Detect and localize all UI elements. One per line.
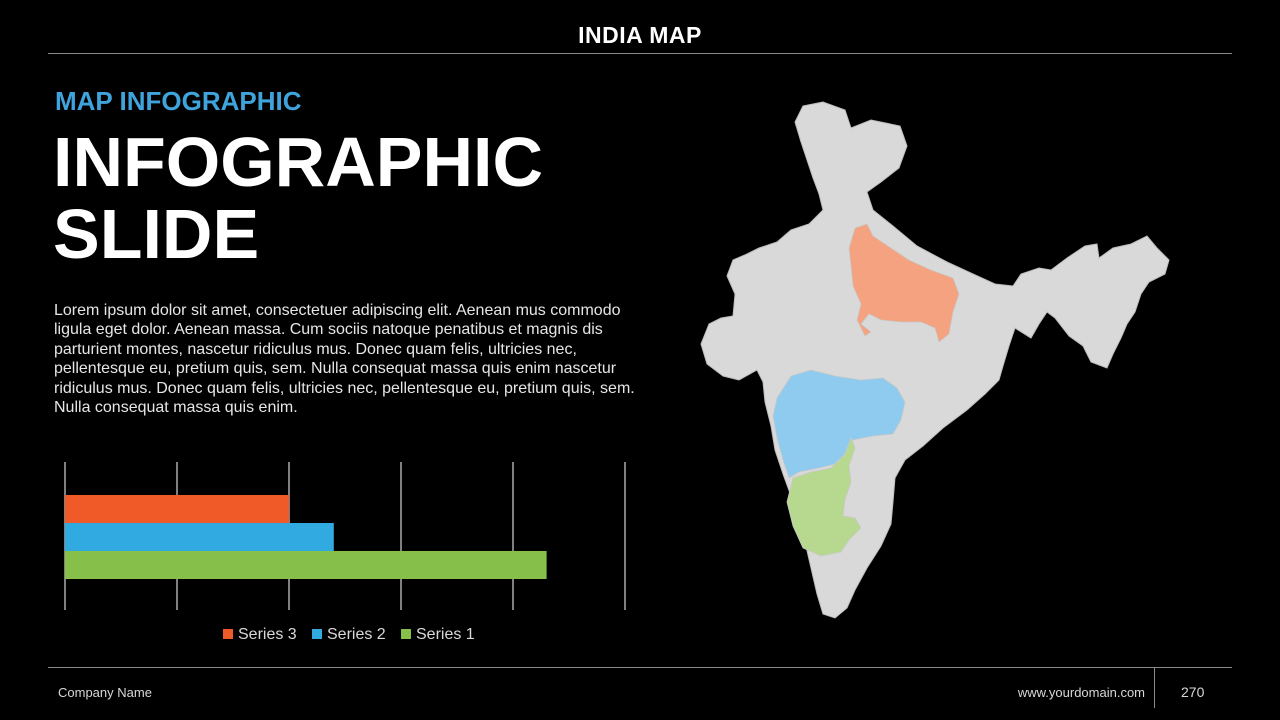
legend-swatch	[223, 629, 233, 639]
bar-series-2	[65, 523, 334, 551]
slide-title-line-2: SLIDE	[53, 195, 259, 273]
bar-chart: Series 3 Series 2 Series 1	[60, 460, 640, 660]
footer-vertical-divider	[1154, 668, 1155, 708]
footer-website: www.yourdomain.com	[1018, 685, 1145, 700]
slide-title-line-1: INFOGRAPHIC	[53, 123, 543, 201]
slide-title: INFOGRAPHIC SLIDE	[53, 126, 543, 270]
footer-divider-line	[48, 667, 1232, 668]
legend-label: Series 2	[327, 626, 386, 643]
header-divider	[48, 53, 1232, 54]
body-paragraph: Lorem ipsum dolor sit amet, consectetuer…	[54, 301, 644, 417]
legend-label: Series 1	[416, 626, 475, 643]
page-number: 270	[1181, 684, 1204, 700]
india-outline	[701, 102, 1169, 618]
bar-series-3	[65, 495, 289, 523]
slide-subtitle: MAP INFOGRAPHIC	[55, 86, 302, 117]
legend-swatch	[401, 629, 411, 639]
slide-header-title: INDIA MAP	[0, 22, 1280, 49]
india-map	[695, 98, 1175, 623]
footer-company-name: Company Name	[58, 685, 152, 700]
legend-label: Series 3	[238, 626, 297, 643]
legend-swatch	[312, 629, 322, 639]
bar-series-1	[65, 551, 547, 579]
